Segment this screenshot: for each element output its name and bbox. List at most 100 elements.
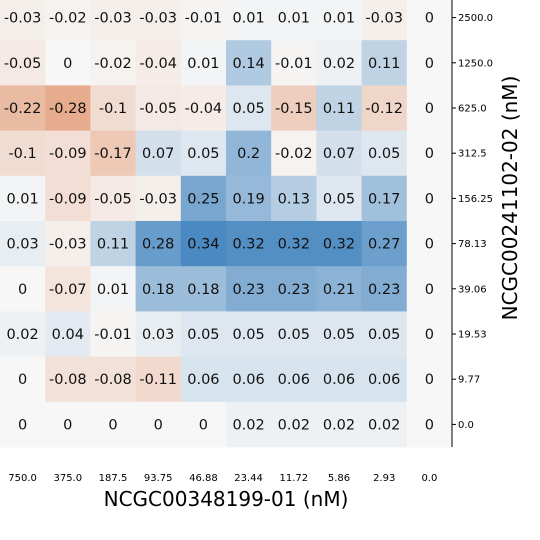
- cell-value-label: 0.28: [142, 237, 174, 253]
- cell-value-label: 0.32: [278, 237, 310, 253]
- cell-value-label: -0.05: [4, 56, 42, 72]
- heatmap-cell: [0, 175, 46, 222]
- cell-value-label: 0: [199, 417, 208, 433]
- heatmap-cell: [180, 221, 227, 267]
- heatmap-cell-labels: -0.03 -0.02 -0.03 -0.03 -0.01 0.01 0.01 0.01 -0.…: [4, 11, 434, 434]
- heatmap-cell: [316, 401, 363, 448]
- heatmap-cell: [90, 311, 137, 358]
- cell-value-label: 0.02: [278, 417, 310, 433]
- heatmap-cell: [226, 130, 272, 177]
- cell-value-label: 0.06: [368, 372, 400, 388]
- heatmap-cell: [361, 85, 408, 132]
- cell-value-label: -0.22: [4, 101, 42, 117]
- cell-value-label: -0.08: [49, 372, 87, 388]
- y-axis-title: NCGC00241102-02 (nM): [498, 75, 522, 321]
- heatmap-cell: [226, 311, 272, 358]
- heatmap-cell: [406, 40, 453, 86]
- heatmap-cells: [0, 0, 453, 448]
- heatmap-cell: [135, 175, 182, 222]
- heatmap-cell: [135, 266, 182, 312]
- y-tick-label: 1250.0: [458, 58, 493, 69]
- heatmap-cell: [271, 130, 317, 177]
- heatmap-cell: [180, 0, 227, 41]
- cell-value-label: 0.23: [368, 282, 400, 298]
- cell-value-label: -0.09: [49, 191, 87, 207]
- heatmap-cell: [226, 175, 272, 222]
- heatmap-cell: [406, 130, 453, 177]
- heatmap-cell: [135, 221, 182, 267]
- x-tick-label: 375.0: [53, 473, 82, 484]
- heatmap-cell: [180, 85, 227, 132]
- cell-value-label: -0.03: [94, 11, 132, 27]
- cell-value-label: 0.05: [368, 327, 400, 343]
- heatmap-cell: [135, 130, 182, 177]
- heatmap-cell: [45, 356, 91, 403]
- heatmap-cell: [45, 85, 91, 132]
- cell-value-label: 0.03: [6, 237, 38, 253]
- heatmap-cell: [226, 401, 272, 448]
- heatmap-cell: [0, 401, 46, 448]
- cell-value-label: 0.23: [278, 282, 310, 298]
- heatmap-cell: [316, 356, 363, 403]
- cell-value-label: 0: [425, 11, 434, 27]
- heatmap-cell: [361, 356, 408, 403]
- heatmap-cell: [316, 130, 363, 177]
- heatmap-cell: [316, 40, 363, 86]
- cell-value-label: -0.03: [139, 191, 177, 207]
- cell-value-label: 0.18: [142, 282, 174, 298]
- heatmap-cell: [226, 0, 272, 41]
- cell-value-label: -0.01: [185, 11, 223, 27]
- heatmap-cell: [45, 266, 91, 312]
- cell-value-label: 0.34: [187, 237, 219, 253]
- heatmap-cell: [361, 311, 408, 358]
- cell-value-label: 0.11: [368, 56, 400, 72]
- x-tick-label: 187.5: [99, 473, 128, 484]
- cell-value-label: 0: [425, 101, 434, 117]
- cell-value-label: 0.21: [323, 282, 355, 298]
- x-tick-label: 0.0: [421, 473, 437, 484]
- cell-value-label: -0.03: [4, 11, 42, 27]
- cell-value-label: 0.05: [187, 146, 219, 162]
- heatmap-cell: [180, 356, 227, 403]
- cell-value-label: 0: [425, 372, 434, 388]
- heatmap-cell: [45, 221, 91, 267]
- cell-value-label: -0.01: [94, 327, 132, 343]
- cell-value-label: 0: [425, 237, 434, 253]
- heatmap-cell: [135, 356, 182, 403]
- cell-value-label: 0.05: [278, 327, 310, 343]
- y-tick-label: 625.0: [458, 104, 487, 115]
- heatmap-cell: [135, 85, 182, 132]
- cell-value-label: 0.25: [187, 191, 219, 207]
- cell-value-label: -0.03: [139, 11, 177, 27]
- cell-value-label: 0.05: [232, 101, 264, 117]
- x-tick-label: 5.86: [328, 473, 350, 484]
- y-tick-label: 39.06: [458, 284, 487, 295]
- heatmap-cell: [226, 85, 272, 132]
- cell-value-label: 0: [425, 191, 434, 207]
- cell-value-label: 0.01: [6, 191, 38, 207]
- cell-value-label: -0.03: [365, 11, 403, 27]
- cell-value-label: 0.02: [323, 417, 355, 433]
- cell-value-label: -0.02: [49, 11, 87, 27]
- heatmap-cell: [361, 266, 408, 312]
- heatmap-cell: [0, 85, 46, 132]
- cell-value-label: 0: [18, 282, 27, 298]
- heatmap-cell: [45, 130, 91, 177]
- cell-value-label: 0.05: [232, 327, 264, 343]
- cell-value-label: -0.15: [275, 101, 313, 117]
- cell-value-label: 0.04: [52, 327, 84, 343]
- cell-value-label: 0.01: [278, 11, 310, 27]
- heatmap-cell: [90, 85, 137, 132]
- heatmap-cell: [180, 266, 227, 312]
- x-tick-label: 46.88: [189, 473, 218, 484]
- heatmap-cell: [271, 221, 317, 267]
- cell-value-label: 0: [425, 56, 434, 72]
- heatmap-cell: [406, 266, 453, 312]
- x-axis-title: NCGC00348199-01 (nM): [103, 487, 349, 511]
- heatmap-cell: [316, 311, 363, 358]
- heatmap-cell: [316, 221, 363, 267]
- cell-value-label: 0.05: [187, 327, 219, 343]
- heatmap-cell: [90, 175, 137, 222]
- cell-value-label: 0.32: [323, 237, 355, 253]
- heatmap-cell: [0, 130, 46, 177]
